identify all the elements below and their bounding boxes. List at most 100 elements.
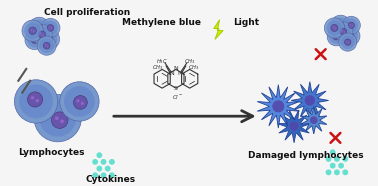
Circle shape — [39, 29, 60, 49]
Circle shape — [37, 36, 56, 55]
Polygon shape — [301, 106, 327, 134]
Circle shape — [335, 28, 336, 29]
Circle shape — [101, 172, 107, 178]
Text: $H_3C$: $H_3C$ — [156, 58, 168, 66]
Circle shape — [32, 24, 52, 45]
Circle shape — [330, 15, 351, 35]
Circle shape — [348, 42, 349, 43]
Circle shape — [45, 44, 46, 46]
Circle shape — [351, 36, 352, 37]
Circle shape — [43, 20, 58, 35]
Circle shape — [48, 26, 50, 28]
Circle shape — [36, 99, 39, 102]
Circle shape — [336, 37, 338, 38]
Circle shape — [109, 159, 115, 165]
Circle shape — [272, 100, 284, 112]
Circle shape — [92, 172, 98, 178]
Circle shape — [42, 34, 44, 36]
Circle shape — [51, 112, 68, 128]
Circle shape — [290, 121, 299, 131]
Circle shape — [60, 82, 99, 121]
Circle shape — [343, 28, 358, 43]
Circle shape — [109, 172, 115, 178]
Circle shape — [329, 30, 343, 44]
Circle shape — [334, 156, 340, 162]
Circle shape — [335, 35, 336, 37]
Text: Methylene blue: Methylene blue — [122, 18, 201, 27]
Circle shape — [341, 25, 342, 27]
Circle shape — [96, 152, 102, 158]
Circle shape — [339, 24, 340, 25]
Circle shape — [332, 26, 334, 28]
Circle shape — [39, 28, 41, 29]
Circle shape — [31, 29, 32, 31]
Circle shape — [48, 38, 49, 39]
Circle shape — [25, 31, 44, 50]
Circle shape — [24, 22, 41, 39]
Circle shape — [327, 20, 342, 36]
Circle shape — [342, 156, 348, 162]
Circle shape — [22, 20, 43, 41]
Circle shape — [28, 17, 50, 39]
Circle shape — [341, 26, 360, 46]
Polygon shape — [257, 85, 299, 128]
Circle shape — [330, 149, 336, 155]
Circle shape — [327, 28, 345, 46]
Circle shape — [40, 33, 42, 34]
Circle shape — [344, 18, 358, 32]
Circle shape — [33, 30, 34, 32]
Circle shape — [51, 28, 52, 29]
Circle shape — [34, 94, 81, 142]
Circle shape — [96, 166, 102, 171]
Circle shape — [39, 38, 54, 53]
Circle shape — [31, 96, 34, 100]
Circle shape — [347, 33, 354, 39]
Circle shape — [330, 163, 336, 169]
Circle shape — [43, 42, 50, 49]
Circle shape — [342, 169, 348, 175]
Text: N: N — [178, 71, 182, 76]
Circle shape — [64, 86, 95, 117]
Circle shape — [19, 84, 53, 118]
Circle shape — [348, 22, 355, 28]
Circle shape — [346, 41, 347, 42]
Circle shape — [92, 159, 98, 165]
Circle shape — [333, 34, 339, 40]
Circle shape — [341, 30, 343, 31]
Circle shape — [33, 39, 34, 40]
Circle shape — [324, 18, 345, 38]
Circle shape — [344, 31, 345, 33]
Circle shape — [55, 116, 59, 120]
Circle shape — [101, 159, 107, 165]
Circle shape — [60, 119, 64, 123]
Circle shape — [339, 33, 357, 51]
Text: Cell proliferation: Cell proliferation — [44, 8, 130, 17]
Text: $Cl^-$: $Cl^-$ — [172, 92, 184, 100]
Circle shape — [39, 31, 45, 38]
Circle shape — [337, 22, 344, 29]
Circle shape — [73, 96, 87, 109]
Text: $CH_3$: $CH_3$ — [184, 58, 195, 66]
Circle shape — [341, 35, 355, 49]
Circle shape — [39, 100, 76, 137]
Circle shape — [47, 25, 54, 31]
Circle shape — [81, 102, 84, 105]
Circle shape — [352, 25, 353, 26]
Text: N: N — [174, 66, 178, 71]
Circle shape — [46, 36, 53, 43]
Circle shape — [34, 27, 50, 42]
Circle shape — [336, 24, 351, 39]
Circle shape — [331, 24, 338, 31]
Circle shape — [47, 45, 48, 47]
Circle shape — [14, 80, 58, 123]
Circle shape — [42, 31, 57, 47]
Polygon shape — [291, 82, 328, 119]
Circle shape — [37, 26, 39, 28]
Text: Damaged lymphocytes: Damaged lymphocytes — [248, 151, 364, 160]
Circle shape — [27, 33, 42, 47]
Circle shape — [310, 116, 318, 124]
Polygon shape — [277, 110, 311, 143]
Circle shape — [29, 27, 36, 34]
Circle shape — [325, 156, 332, 162]
Circle shape — [31, 20, 48, 36]
